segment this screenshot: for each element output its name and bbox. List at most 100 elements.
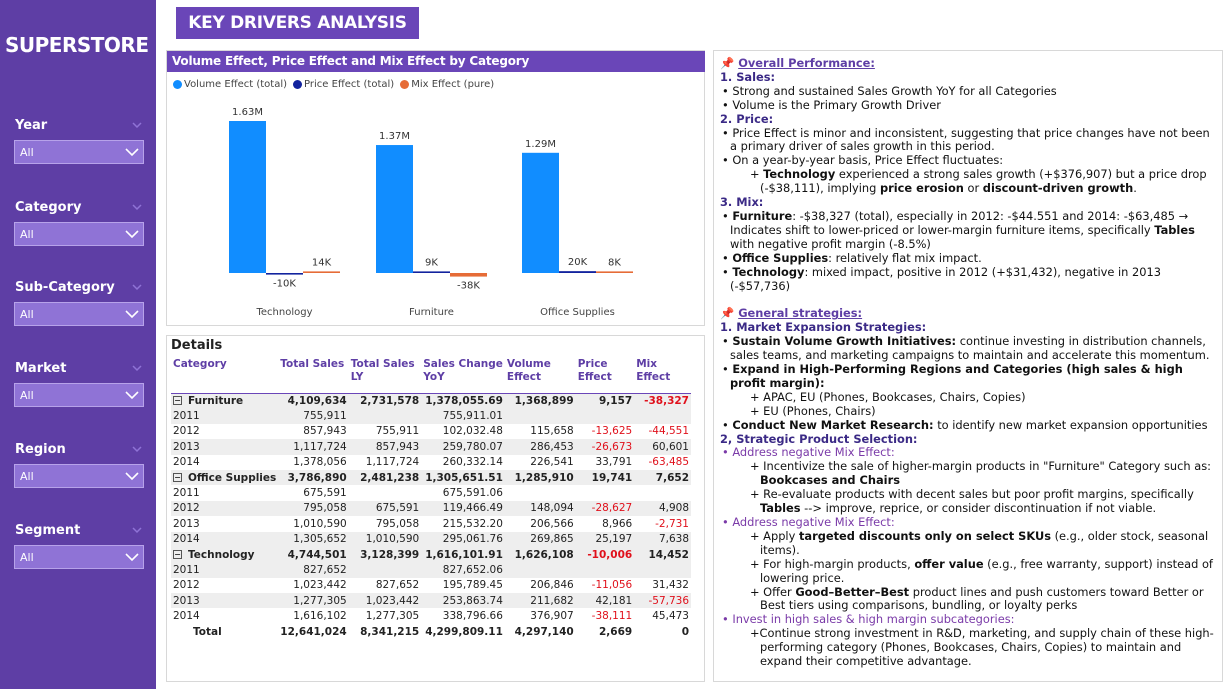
bar-chart: 1.63M -10K 14K Technology 1.37M 9K -38K Furnitu…: [229, 107, 633, 318]
table-cell: 1,117,724: [278, 439, 349, 455]
table-cell: 1,010,590: [293, 517, 347, 530]
table-cell: 857,943: [348, 439, 422, 455]
table-cell: 206,846: [530, 579, 574, 592]
note-item: + APAC, EU (Phones, Bookcases, Chairs, C…: [750, 389, 1026, 404]
bar-price-office-supplies[interactable]: [559, 271, 596, 273]
table-cell: 286,453: [504, 439, 576, 455]
filter-dropdown[interactable]: All: [14, 545, 144, 569]
table-cell: 1,277,305: [278, 593, 349, 609]
note-item: + EU (Phones, Chairs): [750, 403, 876, 418]
note-item: • Address negative Mix Effect:: [722, 515, 895, 529]
legend-item-price[interactable]: Price Effect (total): [293, 79, 394, 90]
chevron-down-icon[interactable]: [132, 120, 142, 130]
column-header[interactable]: Category: [173, 358, 227, 370]
table-cell: − Furniture: [171, 392, 279, 409]
filter-dropdown[interactable]: All: [14, 383, 144, 407]
table-cell: 4,297,140: [514, 625, 574, 638]
chevron-down-icon[interactable]: [132, 444, 142, 454]
legend-item-volume[interactable]: Volume Effect (total): [173, 79, 287, 90]
table-cell: 253,863.74: [421, 593, 505, 609]
category-axis-label: Technology: [255, 307, 312, 318]
table-cell: -63,485: [648, 456, 689, 469]
chevron-down-icon: [125, 310, 139, 319]
legend-item-mix[interactable]: Mix Effect (pure): [400, 79, 494, 90]
table-cell: 8,966: [602, 517, 633, 530]
note-item: • On a year-by-year basis, Price Effect …: [722, 153, 1004, 168]
table-cell: 1,305,652: [278, 531, 349, 547]
chevron-down-icon[interactable]: [132, 525, 142, 535]
chevron-down-icon[interactable]: [132, 282, 142, 292]
total-row: Total 12,641,024 8,341,215 4,299,809.11 4,29…: [171, 624, 691, 639]
note-item: • Strong and sustained Sales Growth YoY …: [722, 83, 1057, 98]
filter-dropdown[interactable]: All: [14, 140, 144, 164]
table-cell: -38,111: [591, 610, 633, 623]
bar-volume-furniture[interactable]: [376, 145, 413, 273]
table-row: 2014 1,378,056 1,117,724 260,332.14 226,541 3…: [171, 455, 691, 470]
collapse-icon[interactable]: −: [173, 396, 182, 406]
bar-price-furniture[interactable]: [413, 271, 450, 273]
bar-mix-office-supplies[interactable]: [596, 271, 633, 273]
bar-mix-technology[interactable]: [303, 271, 340, 273]
table-cell: 295,061.76: [421, 531, 505, 547]
data-label: 20K: [568, 257, 588, 268]
chevron-down-icon: [125, 553, 139, 562]
table-cell: 675,591: [348, 500, 422, 517]
table-cell: 3,786,890: [278, 469, 349, 486]
collapse-icon[interactable]: −: [173, 550, 182, 560]
table-row: 2012 857,943 755,911 102,032.48 115,658 -13,6…: [171, 424, 691, 439]
row-label: 2014: [173, 533, 200, 546]
bar-mix-furniture[interactable]: [450, 273, 487, 277]
table-cell: 215,532.20: [442, 517, 503, 530]
filter-dropdown[interactable]: All: [14, 464, 144, 488]
table-cell: 2013: [171, 516, 278, 531]
table-cell: 2013: [171, 439, 279, 455]
mix-heading: 3. Mix:: [720, 195, 764, 210]
filter-value: All: [20, 389, 34, 402]
table-cell: 1,378,056: [293, 456, 347, 469]
table-cell: 226,541: [530, 456, 574, 469]
table-cell: 338,796.66: [442, 610, 503, 623]
legend-dot-icon: [400, 80, 410, 89]
table-cell: 2012: [171, 424, 278, 439]
chevron-down-icon[interactable]: [132, 202, 142, 212]
column-header[interactable]: Total Sales LY: [350, 358, 415, 383]
price-heading: 2. Price:: [720, 111, 774, 126]
filter-value: All: [20, 228, 34, 241]
data-label: -10K: [273, 279, 296, 290]
table-cell: 755,911: [375, 425, 420, 438]
table-cell: [505, 485, 576, 500]
table-cell: 25,197: [575, 531, 635, 547]
row-label: 2014: [173, 456, 200, 469]
chevron-down-icon: [125, 472, 139, 481]
chevron-down-icon[interactable]: [132, 363, 142, 373]
filter-label: Sub-Category: [15, 280, 115, 295]
bar-volume-office-supplies[interactable]: [522, 152, 559, 273]
note-item: + Apply targeted discounts only on selec…: [750, 528, 1209, 557]
table-cell: 19,741: [575, 469, 635, 486]
column-header[interactable]: Price Effect: [577, 358, 612, 383]
bar-price-technology[interactable]: [266, 273, 303, 275]
note-item: +Continue strong investment in R&D, mark…: [750, 626, 1214, 669]
details-title: Details: [171, 338, 223, 353]
product-selection-heading: 2, Strategic Product Selection:: [720, 431, 918, 446]
table-cell: 7,638: [634, 531, 691, 547]
column-header[interactable]: Sales Change YoY: [423, 358, 503, 383]
column-header[interactable]: Volume Effect: [506, 358, 551, 383]
column-header[interactable]: Mix Effect: [636, 358, 671, 383]
note-item: + For high-margin products, offer value …: [750, 556, 1213, 585]
filter-dropdown[interactable]: All: [14, 222, 144, 246]
filter-label: Market: [15, 361, 67, 376]
table-cell: 8,341,215: [360, 625, 420, 638]
table-cell: 7,652: [634, 469, 691, 486]
table-row: 2011 755,911 755,911.01: [171, 408, 691, 424]
bar-volume-technology[interactable]: [229, 121, 266, 273]
filter-dropdown[interactable]: All: [14, 302, 144, 326]
note-item: • Furniture: -$38,327 (total), especiall…: [722, 208, 1195, 251]
note-item: • Expand in High-Performing Regions and …: [722, 362, 1183, 390]
table-cell: -26,673: [575, 439, 635, 455]
table-cell: 827,652: [278, 562, 349, 578]
chart-legend: Volume Effect (total) Price Effect (tota…: [173, 79, 494, 90]
column-header[interactable]: Total Sales: [280, 358, 345, 370]
collapse-icon[interactable]: −: [173, 473, 182, 483]
table-cell: 148,094: [504, 500, 576, 517]
